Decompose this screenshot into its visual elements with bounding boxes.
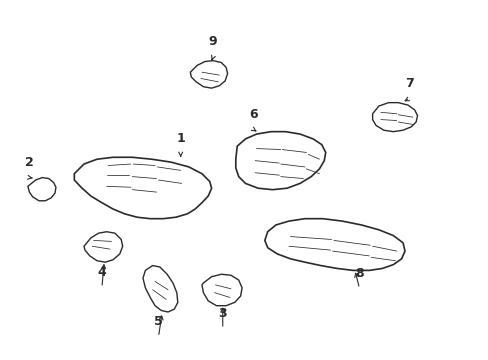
Text: 7: 7	[405, 77, 413, 90]
Text: 4: 4	[97, 266, 106, 279]
Text: 6: 6	[248, 108, 257, 121]
Text: 1: 1	[176, 132, 184, 145]
Text: 9: 9	[208, 35, 217, 48]
Text: 8: 8	[354, 267, 363, 280]
Text: 3: 3	[218, 307, 226, 320]
Text: 2: 2	[25, 156, 34, 169]
Text: 5: 5	[154, 315, 163, 328]
